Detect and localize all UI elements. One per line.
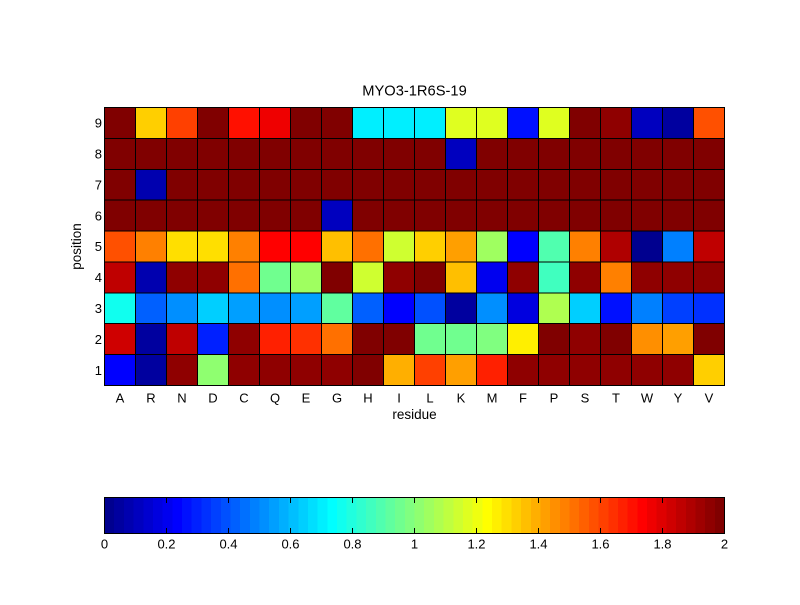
svg-text:0.6: 0.6 — [281, 537, 299, 552]
svg-text:V: V — [705, 391, 714, 406]
svg-text:5: 5 — [95, 239, 102, 254]
svg-text:P: P — [550, 391, 559, 406]
svg-text:residue: residue — [392, 407, 436, 422]
svg-text:C: C — [239, 391, 248, 406]
svg-text:3: 3 — [95, 301, 102, 316]
svg-text:W: W — [641, 391, 654, 406]
svg-text:E: E — [302, 391, 311, 406]
svg-text:0.2: 0.2 — [157, 537, 175, 552]
svg-text:1: 1 — [95, 363, 102, 378]
svg-text:2: 2 — [721, 537, 728, 552]
svg-text:0.8: 0.8 — [343, 537, 361, 552]
svg-text:4: 4 — [95, 270, 102, 285]
svg-text:M: M — [487, 391, 498, 406]
svg-text:1.8: 1.8 — [653, 537, 671, 552]
svg-text:position: position — [69, 223, 84, 270]
svg-text:I: I — [397, 391, 401, 406]
svg-text:0.4: 0.4 — [219, 537, 237, 552]
svg-text:8: 8 — [95, 147, 102, 162]
svg-text:N: N — [177, 391, 186, 406]
svg-text:6: 6 — [95, 208, 102, 223]
svg-text:Q: Q — [270, 391, 280, 406]
svg-text:Y: Y — [674, 391, 683, 406]
svg-text:MYO3-1R6S-19: MYO3-1R6S-19 — [362, 84, 466, 100]
svg-text:1: 1 — [411, 537, 418, 552]
svg-text:F: F — [519, 391, 527, 406]
svg-text:R: R — [146, 391, 155, 406]
svg-text:1.6: 1.6 — [591, 537, 609, 552]
svg-text:9: 9 — [95, 116, 102, 131]
svg-text:1.4: 1.4 — [529, 537, 547, 552]
svg-text:7: 7 — [95, 177, 102, 192]
svg-text:H: H — [363, 391, 372, 406]
svg-text:0: 0 — [101, 537, 108, 552]
svg-text:2: 2 — [95, 332, 102, 347]
svg-text:K: K — [457, 391, 466, 406]
svg-text:T: T — [612, 391, 620, 406]
svg-text:G: G — [332, 391, 342, 406]
svg-text:1.2: 1.2 — [467, 537, 485, 552]
svg-text:L: L — [426, 391, 433, 406]
svg-text:S: S — [581, 391, 590, 406]
svg-text:A: A — [116, 391, 125, 406]
svg-text:D: D — [208, 391, 217, 406]
